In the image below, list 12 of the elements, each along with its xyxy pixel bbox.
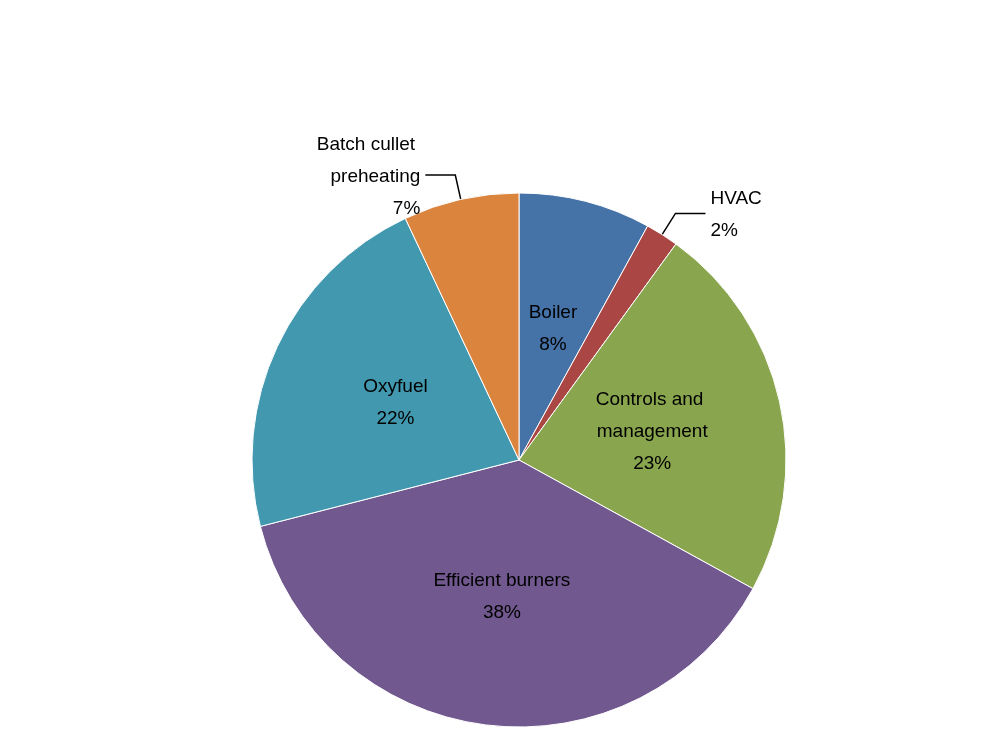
slice-label: HVAC <box>710 186 762 208</box>
data-label: 2% <box>710 218 739 240</box>
slice-label: Controls and management <box>595 387 709 441</box>
slice-label: Batch cullet preheating <box>316 132 421 186</box>
data-label: 22% <box>376 407 415 429</box>
slice-label: Efficient burners <box>433 568 571 590</box>
slice-label: Boiler <box>528 301 578 323</box>
data-label: 38% <box>482 600 522 622</box>
data-label: 8% <box>539 333 567 355</box>
data-label: 23% <box>633 451 672 473</box>
data-label: 7% <box>392 196 421 218</box>
slice-label: Oxyfuel <box>363 375 428 397</box>
